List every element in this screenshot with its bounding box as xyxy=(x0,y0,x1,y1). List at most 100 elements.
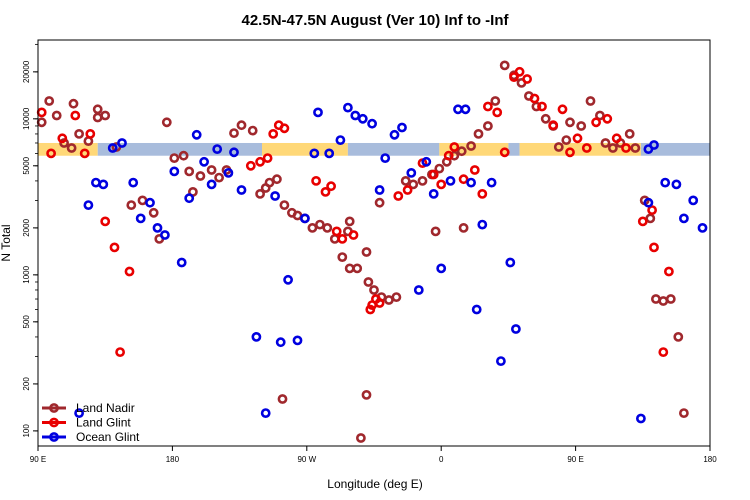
data-point xyxy=(98,179,109,190)
data-point xyxy=(199,156,209,167)
data-point xyxy=(400,175,411,186)
data-point xyxy=(499,60,510,71)
data-point xyxy=(342,102,353,113)
data-point xyxy=(352,263,363,274)
data-point xyxy=(126,200,137,210)
y-tick-label: 10000 xyxy=(22,107,31,130)
data-point xyxy=(466,141,476,151)
data-point xyxy=(322,222,333,233)
data-point xyxy=(299,213,310,224)
data-point xyxy=(337,252,348,262)
data-point xyxy=(255,156,265,167)
data-point xyxy=(100,110,111,121)
data-point xyxy=(499,147,510,158)
data-point xyxy=(100,216,111,227)
data-point xyxy=(697,222,708,233)
data-point xyxy=(637,216,648,227)
data-point xyxy=(651,294,661,304)
data-point xyxy=(223,167,234,178)
data-point xyxy=(649,140,659,150)
data-point xyxy=(509,72,519,82)
data-point xyxy=(92,112,103,123)
data-point xyxy=(161,117,172,128)
x-tick-label: 90 E xyxy=(567,455,583,464)
data-point xyxy=(314,219,325,230)
legend-marker xyxy=(49,403,59,413)
data-point xyxy=(643,197,654,208)
data-point xyxy=(456,146,467,157)
data-point xyxy=(624,128,635,139)
data-point xyxy=(660,177,671,188)
legend-marker xyxy=(49,417,59,428)
data-point xyxy=(184,193,195,204)
data-point xyxy=(270,191,280,201)
data-point xyxy=(473,128,484,139)
data-point xyxy=(337,233,348,244)
data-point xyxy=(74,408,84,418)
data-point xyxy=(236,120,247,131)
data-point xyxy=(283,274,293,285)
data-point xyxy=(608,143,618,153)
data-point xyxy=(309,148,320,159)
data-point xyxy=(649,242,659,253)
data-point xyxy=(486,177,497,188)
data-point xyxy=(124,266,135,277)
data-point xyxy=(260,408,271,418)
data-point xyxy=(413,285,424,295)
data-point xyxy=(277,394,288,404)
data-point xyxy=(292,335,303,346)
data-point xyxy=(245,160,256,171)
data-point xyxy=(428,188,439,199)
data-point xyxy=(548,120,559,131)
data-point xyxy=(355,433,366,443)
data-point xyxy=(275,337,286,348)
data-point xyxy=(572,133,583,144)
data-point xyxy=(505,257,516,268)
data-point xyxy=(553,142,564,152)
data-point xyxy=(482,121,493,131)
data-point xyxy=(107,143,118,153)
data-point xyxy=(36,117,47,128)
data-point xyxy=(458,222,469,233)
data-point xyxy=(206,179,217,190)
y-tick-label: 100 xyxy=(22,424,31,438)
data-point xyxy=(178,150,189,161)
data-point xyxy=(436,263,447,274)
data-point xyxy=(581,143,592,153)
data-point xyxy=(602,113,613,124)
data-point xyxy=(380,153,391,163)
data-point xyxy=(206,165,217,175)
data-point xyxy=(383,295,394,305)
data-point xyxy=(436,179,447,190)
data-point xyxy=(565,147,575,158)
data-point xyxy=(540,113,551,124)
data-point xyxy=(159,230,170,240)
data-point xyxy=(458,174,469,185)
y-tick-label: 500 xyxy=(22,315,31,329)
data-point xyxy=(169,153,180,163)
data-point xyxy=(658,347,669,357)
data-point xyxy=(324,148,335,159)
data-point xyxy=(271,174,282,185)
data-point xyxy=(320,186,331,197)
data-point xyxy=(279,123,290,134)
data-point xyxy=(350,110,361,121)
data-point xyxy=(460,104,471,115)
data-point xyxy=(51,110,62,121)
data-point xyxy=(658,296,669,306)
data-point xyxy=(268,128,279,139)
band-segment xyxy=(347,142,440,156)
data-point xyxy=(109,242,120,253)
data-point xyxy=(630,143,641,153)
data-point xyxy=(91,177,101,188)
data-point xyxy=(621,143,631,153)
data-point xyxy=(482,101,493,112)
data-point xyxy=(469,165,480,175)
data-point xyxy=(645,213,656,224)
data-point xyxy=(79,148,90,159)
data-point xyxy=(83,200,94,210)
data-point xyxy=(688,195,699,206)
legend-label: Land Nadir xyxy=(76,401,135,415)
y-axis: 100 200 500 1000 2000 5000 10000 20000 xyxy=(22,43,38,438)
y-axis-label: N Total xyxy=(0,224,13,261)
